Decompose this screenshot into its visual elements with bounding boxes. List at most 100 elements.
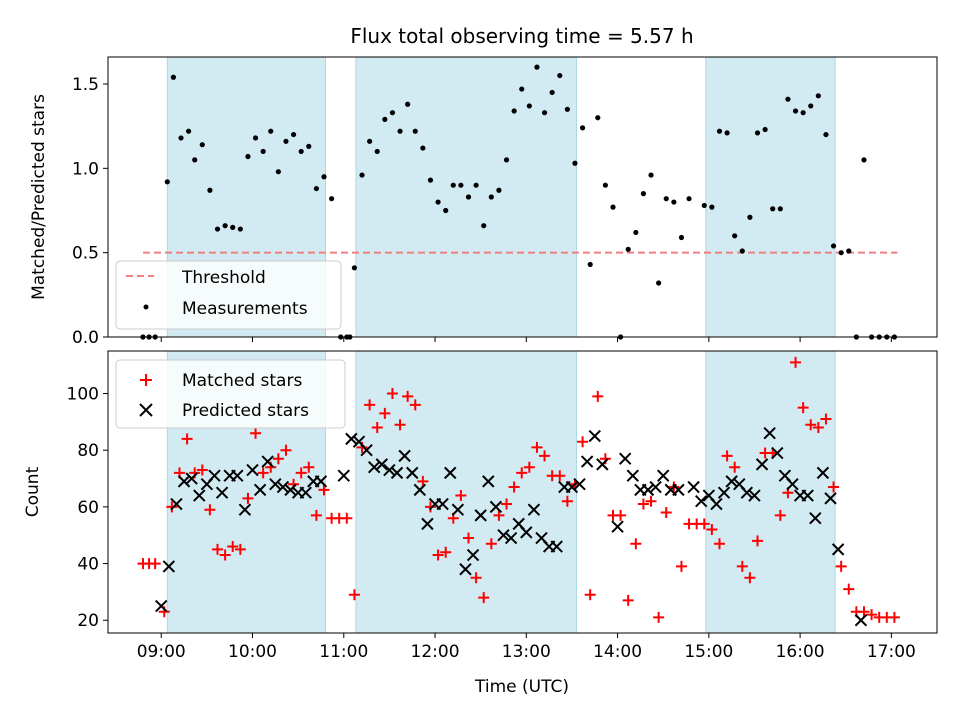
matched-star-point [402, 390, 414, 402]
matched-star-point [721, 450, 733, 462]
bottom-legend: Matched stars Predicted stars [115, 359, 346, 429]
measurement-point [519, 86, 525, 92]
matched-star-point [554, 470, 566, 482]
measurement-point [321, 174, 327, 180]
matched-star-point [797, 402, 809, 414]
matched-star-point [736, 560, 748, 572]
matched-star-point [516, 467, 528, 479]
matched-star-point [478, 592, 490, 604]
matched-star-point [729, 461, 741, 473]
predicted-star-point [482, 475, 495, 488]
predicted-star-point [611, 520, 624, 533]
matched-star-point [698, 518, 710, 530]
predicted-star-point [345, 432, 358, 446]
measurement-point [207, 187, 213, 193]
measurement-point [313, 185, 319, 192]
measurement-point [405, 101, 411, 107]
measurement-point [777, 206, 783, 212]
measurement-point [823, 131, 829, 138]
bottom-legend-box [115, 359, 346, 429]
bottom-panel: 20 40 60 80 100 09:00 10:00 11:00 12:00 13:00 14:0… [23, 350, 938, 697]
measurement-point [260, 148, 266, 155]
measurement-point [186, 128, 192, 134]
top-legend-box [115, 260, 342, 330]
measurement-point [800, 110, 806, 116]
predicted-star-point [193, 489, 206, 502]
measurements-legend-label: Measurements [182, 299, 308, 319]
measurement-point [579, 125, 586, 131]
matched-star-point [539, 450, 551, 462]
measurement-point [503, 157, 510, 163]
measurement-point [465, 194, 472, 200]
bottom-axis-ticks: 20 40 60 80 100 09:00 10:00 11:00 12:00 13:00 14:0… [67, 385, 916, 662]
measurement-point [237, 226, 243, 232]
predicted-star-point [444, 466, 457, 480]
predicted-star-point [459, 563, 472, 576]
predicted-star-point [269, 477, 282, 491]
x-tick-label: 14:00 [593, 642, 642, 662]
matched-star-point [394, 419, 406, 431]
matched-star-point [843, 583, 855, 595]
predicted-star-point [261, 455, 274, 468]
predicted-star-point [580, 455, 594, 468]
matched-star-point [835, 560, 847, 572]
matched-star-point [531, 441, 543, 453]
measurement-point [564, 106, 570, 112]
top-shaded-intervals [166, 56, 836, 338]
measurement-point [686, 196, 692, 202]
measurement-point [792, 108, 799, 114]
predicted-star-point [649, 480, 662, 494]
matched-star-point [379, 407, 391, 419]
predicted-star-point [626, 469, 639, 482]
predicted-star-point [725, 475, 738, 488]
predicted-star-point [755, 458, 769, 471]
measurement-point [329, 196, 335, 202]
top-plot-marks [140, 64, 898, 340]
x-tick-label: 10:00 [228, 642, 277, 662]
matched-star-point [630, 538, 642, 550]
measurement-point [663, 196, 669, 202]
predicted-star-point [588, 429, 601, 443]
measurement-point [192, 157, 198, 163]
measurement-point [511, 108, 517, 114]
matched-star-point [295, 467, 307, 479]
measurement-point [762, 126, 768, 133]
measurement-point [496, 187, 502, 193]
predicted-star-point [854, 614, 868, 627]
bottom-y-tick-label: 80 [77, 441, 99, 461]
measurement-point [572, 160, 578, 166]
predicted-star-point [314, 475, 328, 488]
matched-star-point [234, 543, 246, 555]
predicted-star-point [710, 497, 723, 511]
matched-star-point [386, 388, 398, 400]
measurement-point [640, 191, 647, 197]
predicted-star-point [809, 512, 822, 525]
bottom-plot-marks [137, 356, 900, 627]
matched-star-point [508, 481, 520, 493]
measurement-point [732, 233, 738, 239]
matched-star-point [166, 501, 178, 513]
predicted-star-point [185, 472, 198, 485]
predicted-star-point [284, 483, 297, 497]
matched-legend-label: Matched stars [182, 371, 302, 391]
bottom-y-tick-label: 60 [77, 498, 99, 518]
matched-star-point [272, 453, 284, 465]
measurement-point [450, 182, 456, 188]
predicted-star-point [215, 486, 229, 499]
measurement-point [214, 226, 221, 232]
measurement-point [739, 248, 745, 254]
x-axis-label: Time (UTC) [474, 677, 569, 697]
bottom-y-axis-label: Count [23, 466, 43, 517]
matched-star-point [790, 356, 802, 368]
measurement-point [701, 202, 707, 209]
measurement-point [275, 169, 281, 175]
measurement-point [306, 143, 312, 149]
predicted-star-point [489, 500, 503, 514]
matched-star-point [501, 498, 513, 510]
measurement-point [625, 246, 631, 252]
predicted-star-point [596, 458, 609, 471]
predicted-star-point [816, 466, 830, 480]
predicted-star-point [474, 509, 487, 522]
matched-star-point [645, 495, 657, 507]
